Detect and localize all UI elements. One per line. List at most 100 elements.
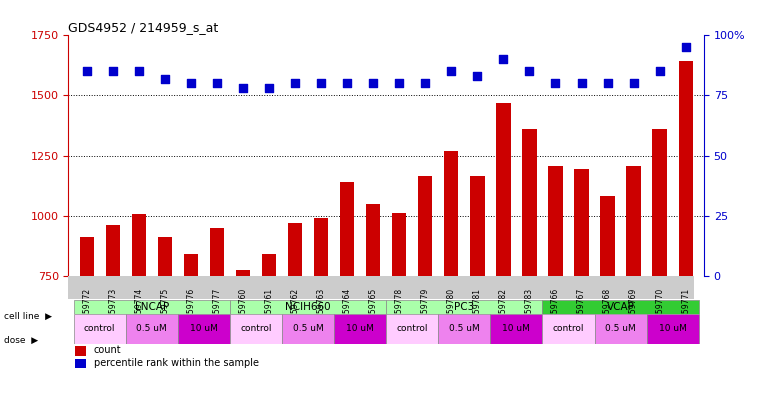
Point [601,80,613,86]
Text: GSM1359760: GSM1359760 [238,288,247,339]
Text: GSM1359778: GSM1359778 [395,288,404,339]
Bar [132,215,146,276]
Bar [230,314,282,343]
Point [289,80,301,86]
Point [654,68,666,75]
Bar [334,314,387,343]
Bar [80,237,94,276]
Text: GSM1359776: GSM1359776 [186,288,196,339]
Bar [543,314,594,343]
Point [575,80,587,86]
Bar [496,103,511,276]
Bar [75,358,86,368]
Text: GSM1359770: GSM1359770 [655,288,664,339]
Bar [392,213,406,276]
Bar [470,176,485,276]
Text: GSM1359767: GSM1359767 [577,288,586,339]
Bar [594,314,647,343]
Text: 0.5 uM: 0.5 uM [293,325,323,333]
Text: GDS4952 / 214959_s_at: GDS4952 / 214959_s_at [68,21,218,34]
Text: GSM1359768: GSM1359768 [603,288,612,339]
Text: control: control [396,325,428,333]
Point [471,73,483,79]
Text: GSM1359769: GSM1359769 [629,288,638,339]
Bar [490,314,543,343]
Point [263,85,275,92]
Text: control: control [240,325,272,333]
Text: control: control [552,325,584,333]
Text: count: count [94,345,122,355]
Point [185,80,197,86]
Bar [282,314,334,343]
Bar [575,169,589,276]
Text: GSM1359780: GSM1359780 [447,288,456,339]
Bar [75,346,86,356]
Point [211,80,223,86]
Bar [230,300,387,314]
Bar [444,151,458,276]
Text: control: control [84,325,116,333]
Bar [74,300,230,314]
Text: GSM1359761: GSM1359761 [265,288,273,339]
Point [367,80,379,86]
Text: 10 uM: 10 uM [190,325,218,333]
Text: GSM1359775: GSM1359775 [161,288,170,339]
Point [497,56,509,62]
Point [237,85,249,92]
Text: GSM1359772: GSM1359772 [82,288,91,339]
Bar [106,225,120,276]
Text: GSM1359782: GSM1359782 [499,288,508,338]
Bar [288,223,302,276]
Text: VCAP: VCAP [607,302,635,312]
Text: 0.5 uM: 0.5 uM [136,325,167,333]
Bar [522,129,537,276]
Point [341,80,353,86]
Point [419,80,431,86]
Text: GSM1359774: GSM1359774 [134,288,143,339]
Text: GSM1359779: GSM1359779 [421,288,430,339]
Bar [543,300,699,314]
Point [524,68,536,75]
Bar [126,314,178,343]
Text: GSM1359773: GSM1359773 [108,288,117,339]
Bar [340,182,355,276]
Bar [387,300,543,314]
Bar [600,196,615,276]
Bar [210,228,224,276]
Point [445,68,457,75]
Bar [178,314,230,343]
Bar [647,314,699,343]
Bar [183,254,198,276]
Text: GSM1359771: GSM1359771 [681,288,690,339]
Text: GSM1359777: GSM1359777 [212,288,221,339]
Bar [626,166,641,276]
Point [159,75,171,82]
Point [628,80,640,86]
Text: GSM1359764: GSM1359764 [342,288,352,339]
Bar [438,314,490,343]
Bar [314,218,328,276]
Bar [158,237,172,276]
Bar [679,61,693,276]
Text: 10 uM: 10 uM [502,325,530,333]
Text: 0.5 uM: 0.5 uM [605,325,636,333]
Text: GSM1359783: GSM1359783 [525,288,534,339]
Text: NCIH660: NCIH660 [285,302,331,312]
Bar [418,176,432,276]
Text: cell line  ▶: cell line ▶ [4,312,52,321]
Point [315,80,327,86]
Text: 10 uM: 10 uM [659,325,686,333]
Bar [262,254,276,276]
Text: PC3: PC3 [454,302,474,312]
Point [393,80,406,86]
Text: GSM1359781: GSM1359781 [473,288,482,338]
Text: 0.5 uM: 0.5 uM [449,325,479,333]
Bar [236,270,250,276]
Text: GSM1359763: GSM1359763 [317,288,326,339]
Text: GSM1359766: GSM1359766 [551,288,560,339]
Text: GSM1359765: GSM1359765 [368,288,377,339]
Text: dose  ▶: dose ▶ [4,336,38,344]
Point [107,68,119,75]
Text: LNCAP: LNCAP [135,302,169,312]
Point [81,68,93,75]
